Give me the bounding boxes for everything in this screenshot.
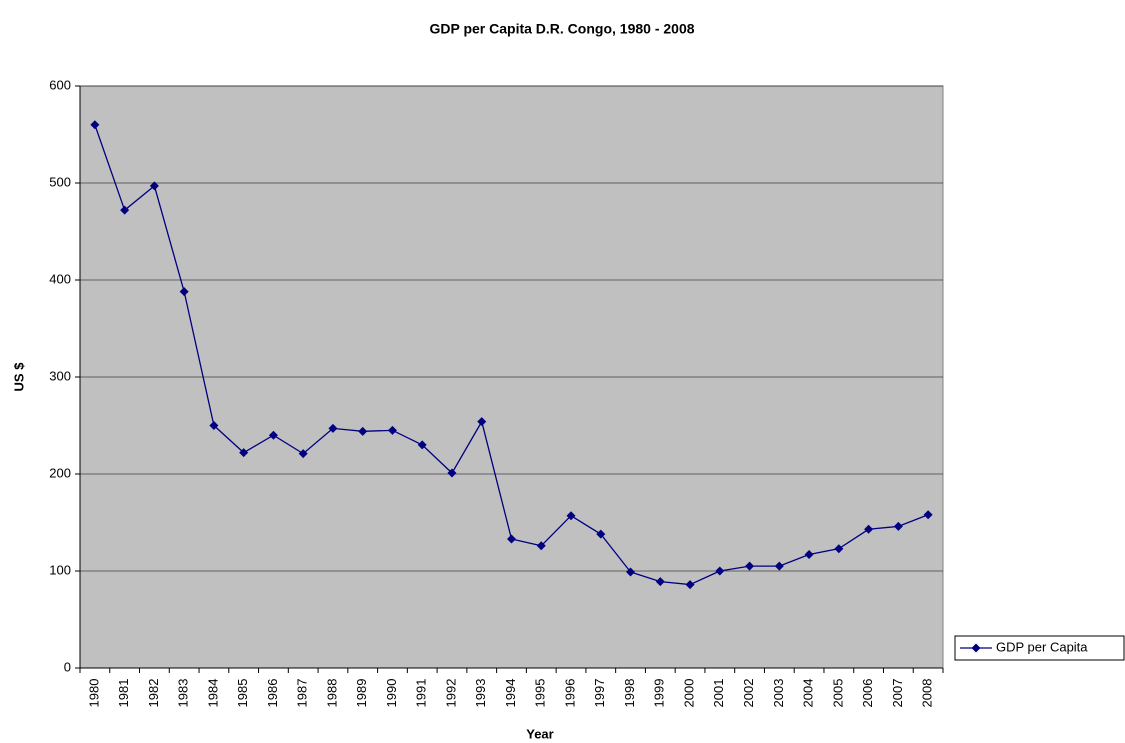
y-tick-label: 200 <box>49 465 71 480</box>
x-tick-label: 1988 <box>324 679 339 708</box>
x-tick-label: 1982 <box>146 679 161 708</box>
marker <box>209 421 219 430</box>
marker <box>90 120 100 130</box>
marker <box>120 205 130 215</box>
marker <box>971 643 981 653</box>
marker <box>149 181 159 191</box>
y-tick-label: 500 <box>49 174 71 189</box>
x-tick-label: 1980 <box>86 679 101 708</box>
x-tick-label: 1991 <box>414 679 429 708</box>
x-tick-label: 1994 <box>503 679 518 708</box>
marker <box>685 580 695 590</box>
chart-title: GDP per Capita D.R. Congo, 1980 - 2008 <box>429 21 694 37</box>
marker <box>834 544 844 554</box>
x-tick-label: 1986 <box>265 679 280 708</box>
x-tick-label: 2007 <box>890 679 905 708</box>
marker <box>596 529 606 539</box>
marker <box>893 521 903 531</box>
y-tick-label: 100 <box>49 562 71 577</box>
legend-label: GDP per Capita <box>996 639 1088 654</box>
x-tick-label: 2003 <box>771 679 786 708</box>
x-tick-label: 2000 <box>681 679 696 708</box>
x-tick-label: 2002 <box>741 679 756 708</box>
x-tick-label: 1992 <box>443 679 458 708</box>
marker <box>923 510 933 520</box>
marker <box>477 417 487 427</box>
marker <box>536 541 546 551</box>
x-tick-label: 1985 <box>235 679 250 708</box>
marker <box>804 550 814 560</box>
marker <box>864 524 874 534</box>
x-tick-label: 1989 <box>354 679 369 708</box>
x-tick-label: 1997 <box>592 679 607 708</box>
marker <box>417 440 427 450</box>
marker <box>358 426 368 436</box>
x-tick-label: 2005 <box>830 679 845 708</box>
marker <box>239 448 249 458</box>
marker <box>328 423 338 433</box>
x-tick-label: 2004 <box>801 679 816 708</box>
y-tick-label: 0 <box>64 659 71 674</box>
x-tick-label: 1998 <box>622 679 637 708</box>
marker <box>566 511 576 521</box>
marker <box>774 561 784 571</box>
y-axis-label: US $ <box>11 362 26 392</box>
y-tick-label: 300 <box>49 368 71 383</box>
marker <box>447 468 457 478</box>
x-tick-label: 1987 <box>295 679 310 708</box>
marker <box>298 449 308 459</box>
x-tick-label: 1995 <box>533 679 548 708</box>
y-tick-label: 400 <box>49 271 71 286</box>
marker <box>268 430 278 440</box>
marker <box>179 287 189 297</box>
x-tick-label: 2001 <box>711 679 726 708</box>
x-tick-label: 1990 <box>384 679 399 708</box>
marker <box>655 577 665 587</box>
marker <box>507 534 516 544</box>
x-tick-label: 1983 <box>176 679 191 708</box>
x-tick-label: 2006 <box>860 679 875 708</box>
x-tick-label: 1984 <box>205 679 220 708</box>
x-axis-label: Year <box>526 726 553 741</box>
y-tick-label: 600 <box>49 77 71 92</box>
x-tick-label: 1999 <box>652 679 667 708</box>
x-tick-label: 1981 <box>116 679 131 708</box>
x-tick-label: 1996 <box>562 679 577 708</box>
marker <box>745 561 755 571</box>
marker <box>387 425 397 435</box>
marker <box>626 567 636 577</box>
marker <box>715 566 725 576</box>
x-tick-label: 1993 <box>473 679 488 708</box>
x-tick-label: 2008 <box>920 679 935 708</box>
